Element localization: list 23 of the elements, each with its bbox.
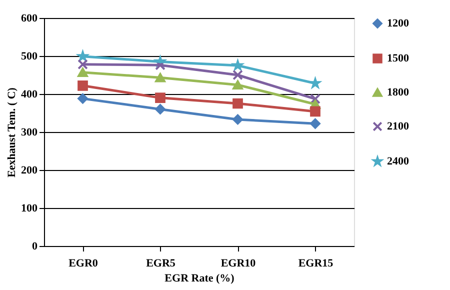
y-axis-title: Eexhaust Tem. ( C) <box>6 87 18 178</box>
point <box>78 59 88 70</box>
point <box>78 68 88 77</box>
y-tick-label: 300 <box>21 126 38 138</box>
y-tick-label: 500 <box>21 50 38 62</box>
legend-label: 2400 <box>387 156 410 168</box>
y-tick-label: 100 <box>21 202 38 214</box>
x-tick-label: EGR15 <box>298 258 334 270</box>
y-tick-label: 0 <box>32 240 38 252</box>
point <box>232 70 243 80</box>
legend-label: 1200 <box>387 18 410 30</box>
y-tick-label: 600 <box>21 12 38 24</box>
point <box>310 94 320 104</box>
y-tick-label: 400 <box>21 88 38 100</box>
legend-label: 2100 <box>387 120 410 132</box>
x-tick-label: EGR10 <box>220 258 256 270</box>
x-axis-title: EGR Rate (%) <box>164 272 235 284</box>
point <box>78 80 88 91</box>
x-tick-label: EGR0 <box>68 258 98 270</box>
x-tick-label: EGR5 <box>146 258 176 270</box>
y-tick-label: 200 <box>21 164 38 176</box>
legend-label: 1500 <box>387 52 410 64</box>
legend-label: 1800 <box>387 86 410 98</box>
